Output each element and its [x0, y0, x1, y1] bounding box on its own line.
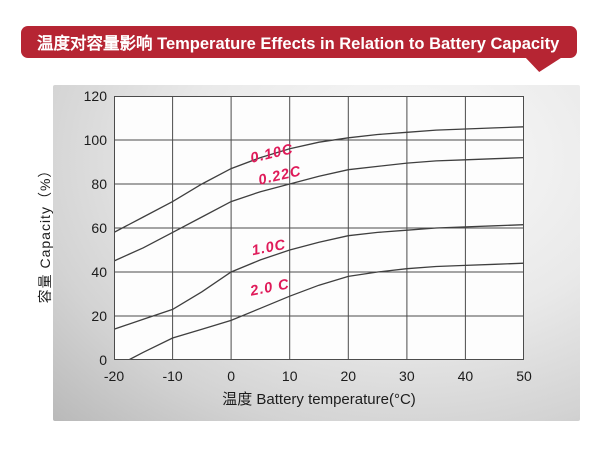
gridlines: [114, 96, 524, 360]
x-tick-label: 30: [399, 368, 415, 384]
chart-canvas: [114, 96, 524, 360]
plot-area: 0.10C 0.22C 1.0C 2.0 C: [114, 96, 524, 360]
x-tick-label: 10: [281, 368, 298, 384]
curve-2.0C: [128, 262, 524, 360]
chart-panel: 0.10C 0.22C 1.0C 2.0 C 容量 Capacity（%） 温度…: [37, 85, 580, 421]
y-tick-label: 100: [83, 132, 107, 148]
y-tick-label: 40: [91, 264, 107, 280]
x-axis-label: 温度 Battery temperature(°C): [222, 391, 416, 408]
y-tick-label: 80: [91, 176, 107, 192]
banner-tail-pointer: [524, 56, 564, 72]
page-title: 温度对容量影响 Temperature Effects in Relation …: [37, 35, 560, 53]
x-tick-label: -10: [162, 368, 183, 384]
x-tick-label: 40: [457, 368, 474, 384]
x-tick-label: 50: [516, 368, 532, 384]
curve-1.0C: [114, 224, 524, 330]
y-tick-label: 20: [91, 308, 107, 324]
x-tick-label: 20: [340, 368, 357, 384]
title-banner: 温度对容量影响 Temperature Effects in Relation …: [21, 26, 577, 58]
y-tick-label: 0: [99, 352, 107, 368]
y-axis-label: 容量 Capacity（%）: [37, 162, 53, 304]
curve-0.10C: [114, 126, 524, 233]
y-tick-label: 60: [91, 220, 107, 236]
curve-0.22C: [114, 156, 524, 262]
y-tick-label: 120: [83, 88, 107, 104]
plot-border: [114, 96, 524, 360]
x-tick-label: -20: [103, 368, 125, 384]
x-tick-label: 0: [227, 368, 236, 384]
